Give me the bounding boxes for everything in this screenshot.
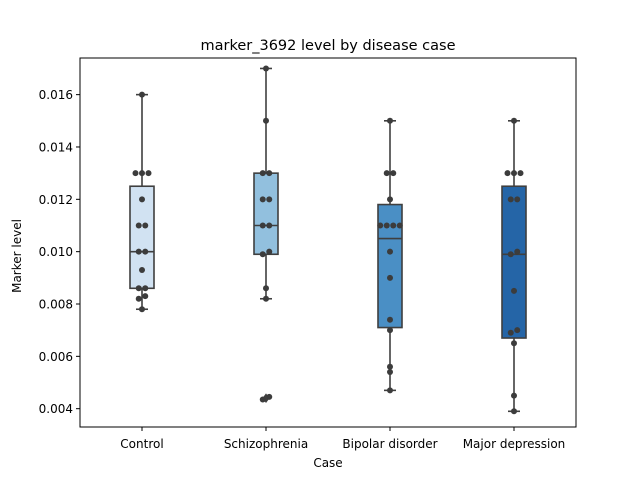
- swarm-points: [132, 65, 524, 415]
- data-point: [142, 293, 149, 300]
- data-point: [139, 306, 145, 313]
- data-point: [390, 170, 397, 177]
- data-point: [139, 91, 145, 98]
- data-point: [387, 117, 393, 124]
- x-tick-label: Control: [120, 437, 163, 451]
- data-point: [142, 222, 149, 229]
- data-point: [504, 170, 511, 177]
- data-point: [263, 295, 269, 302]
- data-point: [387, 196, 393, 203]
- data-point: [263, 65, 269, 72]
- data-point: [511, 170, 517, 177]
- data-point: [142, 248, 149, 255]
- x-tick-label: Major depression: [463, 437, 566, 451]
- box-bipolar-disorder: [377, 120, 403, 392]
- y-tick-label: 0.014: [39, 140, 73, 154]
- data-point: [511, 392, 517, 399]
- data-point: [377, 222, 384, 229]
- data-point: [390, 222, 397, 229]
- data-point: [135, 248, 142, 255]
- data-point: [383, 222, 390, 229]
- data-point: [511, 340, 517, 347]
- data-point: [135, 295, 142, 302]
- y-tick-label: 0.010: [39, 245, 73, 259]
- data-point: [266, 222, 273, 229]
- data-point: [507, 251, 514, 258]
- data-point: [263, 285, 269, 292]
- data-point: [507, 196, 514, 203]
- data-point: [139, 266, 145, 273]
- data-point: [387, 363, 393, 370]
- data-point: [511, 287, 517, 294]
- data-point: [266, 196, 273, 203]
- x-axis: Control Schizophrenia Bipolar disorder Majo…: [120, 427, 565, 451]
- data-point: [259, 170, 266, 177]
- data-point: [396, 222, 403, 229]
- data-point: [142, 285, 149, 292]
- y-tick-label: 0.008: [39, 298, 73, 312]
- iqr-box: [501, 185, 527, 339]
- data-point: [387, 316, 393, 323]
- data-point: [514, 248, 521, 255]
- data-point: [517, 170, 524, 177]
- data-point: [387, 369, 393, 376]
- data-point: [139, 196, 145, 203]
- iqr-box: [253, 172, 279, 256]
- x-axis-label: Case: [313, 456, 342, 470]
- data-point: [259, 222, 266, 229]
- data-point: [145, 170, 152, 177]
- data-point: [266, 170, 273, 177]
- data-point: [387, 274, 393, 281]
- data-point: [266, 393, 273, 400]
- data-point: [259, 396, 266, 403]
- data-point: [387, 327, 393, 334]
- data-point: [135, 222, 142, 229]
- data-point: [387, 248, 393, 255]
- y-tick-label: 0.012: [39, 193, 73, 207]
- data-point: [139, 170, 145, 177]
- data-point: [132, 170, 139, 177]
- data-point: [507, 329, 514, 336]
- data-point: [266, 248, 273, 255]
- data-point: [263, 117, 269, 124]
- box-major-depression: [501, 120, 527, 413]
- data-point: [514, 196, 521, 203]
- y-tick-label: 0.004: [39, 402, 73, 416]
- data-point: [135, 285, 142, 292]
- plot-frame: [79, 57, 577, 428]
- x-tick-label: Bipolar disorder: [342, 437, 437, 451]
- data-point: [259, 196, 266, 203]
- y-axis-label: Marker level: [10, 219, 24, 293]
- data-point: [511, 408, 517, 415]
- y-tick-label: 0.006: [39, 350, 73, 364]
- y-axis: 0.004 0.006 0.008 0.010 0.012 0.014 0.016: [39, 88, 80, 416]
- y-tick-label: 0.016: [39, 88, 73, 102]
- data-point: [387, 387, 393, 394]
- data-point: [514, 327, 521, 334]
- chart-title: marker_3692 level by disease case: [201, 38, 456, 54]
- data-point: [259, 251, 266, 258]
- x-tick-label: Schizophrenia: [224, 437, 308, 451]
- data-point: [383, 170, 390, 177]
- box-series: [129, 67, 527, 413]
- data-point: [511, 117, 517, 124]
